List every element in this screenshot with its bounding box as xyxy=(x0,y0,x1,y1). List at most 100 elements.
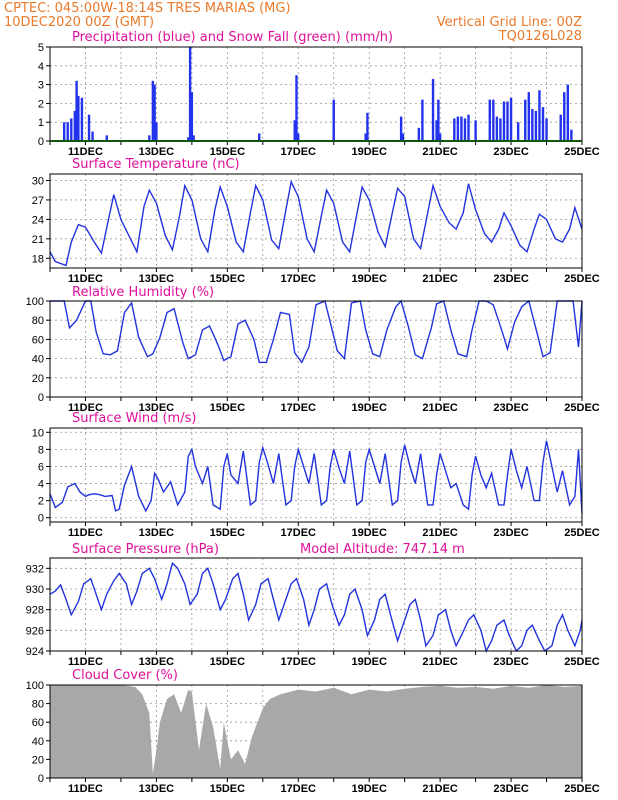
precip-bar xyxy=(516,122,520,141)
temp-ytick-label: 18 xyxy=(32,253,44,265)
temp-xtick-label: 19DEC xyxy=(351,273,387,285)
precip-bar xyxy=(531,109,534,141)
precip-bar xyxy=(545,118,548,141)
precip-bar xyxy=(538,90,541,141)
cloud-xtick-label: 13DEC xyxy=(139,783,175,795)
cloud-cover-area xyxy=(50,685,582,778)
precip-bar xyxy=(417,127,421,141)
wind-xtick-label: 13DEC xyxy=(139,527,175,539)
pressure-xtick-label: 11DEC xyxy=(68,656,103,668)
rh-xtick-label: 15DEC xyxy=(210,402,246,414)
wind-xtick-label: 11DEC xyxy=(68,527,103,539)
precip-bar xyxy=(190,92,194,141)
rh-frame xyxy=(49,300,583,398)
wind-xtick-label: 25DEC xyxy=(564,527,600,539)
rh-xtick-label: 19DEC xyxy=(351,402,387,414)
precip-bar xyxy=(91,131,94,141)
precip-bar xyxy=(105,135,108,141)
precip-bar xyxy=(437,99,440,141)
temp-xtick-label: 23DEC xyxy=(493,273,529,285)
rh-ytick-label: 100 xyxy=(26,296,44,308)
pressure-panel: Surface Pressure (hPa) Model Altitude: 7… xyxy=(26,542,600,668)
pressure-ytick-label: 930 xyxy=(26,584,44,596)
temp-ytick-label: 30 xyxy=(32,175,44,187)
precip-bar xyxy=(366,112,369,141)
cloud-xtick-label: 11DEC xyxy=(68,783,103,795)
vertical-grid-note: Vertical Grid Line: 00Z xyxy=(437,15,582,30)
temp-xtick-label: 25DEC xyxy=(564,273,600,285)
precip-bar xyxy=(435,120,438,141)
precip-bar xyxy=(453,118,456,141)
precip-ytick-label: 3 xyxy=(38,80,44,92)
humidity-title: Relative Humidity (%) xyxy=(72,285,214,300)
precip-bar xyxy=(297,133,300,141)
rh-xtick-label: 21DEC xyxy=(422,402,458,414)
precip-bar xyxy=(77,95,80,141)
temperature-title: Surface Temperature (nC) xyxy=(72,157,240,172)
precip-bar xyxy=(399,116,403,141)
wind-xtick-label: 23DEC xyxy=(493,527,529,539)
pressure-ytick-label: 924 xyxy=(26,646,44,658)
precip-bar xyxy=(438,133,442,141)
precip-ytick-label: 2 xyxy=(38,98,44,110)
temp-xtick-label: 13DEC xyxy=(139,273,175,285)
precip-bar xyxy=(148,135,151,141)
wind-ytick-label: 2 xyxy=(38,496,44,508)
rh-xtick-label: 17DEC xyxy=(281,402,317,414)
precip-bar xyxy=(364,133,367,141)
precip-ytick-label: 0 xyxy=(38,136,44,148)
precip-bar xyxy=(534,110,538,141)
pressure-xtick-label: 13DEC xyxy=(139,656,175,668)
temp-xtick-label: 11DEC xyxy=(68,273,103,285)
temp-series-line xyxy=(49,179,583,267)
precip-bar xyxy=(431,78,435,141)
temp-ytick-label: 27 xyxy=(32,195,44,207)
wind-plot-area xyxy=(50,428,582,522)
precip-plot-area xyxy=(50,47,582,141)
cloud-ytick-label: 80 xyxy=(32,699,44,711)
model-code: TQ0126L028 xyxy=(498,29,582,44)
pressure-xtick-label: 19DEC xyxy=(351,656,387,668)
precip-bar xyxy=(75,80,78,141)
precip-bar xyxy=(495,116,499,141)
precip-xtick-label: 23DEC xyxy=(493,146,529,158)
precip-xtick-label: 11DEC xyxy=(68,146,103,158)
cloud-ytick-label: 0 xyxy=(38,773,44,785)
cloud-xtick-label: 19DEC xyxy=(351,783,387,795)
pressure-series-line xyxy=(49,561,583,653)
wind-ytick-label: 10 xyxy=(32,427,44,439)
run-date: 10DEC2020 00Z (GMT) xyxy=(4,15,154,30)
rh-ytick-label: 60 xyxy=(32,334,44,346)
wind-ytick-label: 8 xyxy=(38,444,44,456)
precip-bar xyxy=(293,120,296,141)
pressure-xtick-label: 23DEC xyxy=(493,656,529,668)
cloud-xtick-label: 15DEC xyxy=(210,783,246,795)
wind-xtick-label: 19DEC xyxy=(351,527,387,539)
precip-bar xyxy=(87,114,91,141)
precip-frame xyxy=(49,46,583,142)
precip-bar xyxy=(488,99,491,141)
humidity-panel: Relative Humidity (%) 0 20 40 60 80 100 11DEC 1… xyxy=(26,285,600,414)
precip-ytick-label: 1 xyxy=(38,117,44,129)
precip-bar xyxy=(187,137,190,141)
precip-bar xyxy=(401,133,405,141)
rh-ytick-label: 40 xyxy=(32,354,44,366)
model-altitude: Model Altitude: 747.14 m xyxy=(300,542,465,557)
station-header: CPTEC: 045:00W-18:14S TRES MARIAS (MG) xyxy=(4,1,291,16)
precip-bar xyxy=(62,122,66,141)
cloud-xtick-label: 21DEC xyxy=(422,783,458,795)
precip-bar xyxy=(527,92,530,141)
temp-frame xyxy=(49,173,583,269)
rh-xtick-label: 23DEC xyxy=(493,402,529,414)
rh-ytick-label: 20 xyxy=(32,373,44,385)
rh-plot-area xyxy=(50,301,582,397)
cloud-ytick-label: 100 xyxy=(26,680,44,692)
precip-bar xyxy=(66,122,69,141)
precip-bar xyxy=(70,118,73,141)
precip-bar xyxy=(570,129,573,141)
rh-ytick-label: 0 xyxy=(38,392,44,404)
precip-bar xyxy=(332,99,335,141)
rh-ytick-label: 80 xyxy=(32,315,44,327)
precip-bar xyxy=(474,120,477,141)
